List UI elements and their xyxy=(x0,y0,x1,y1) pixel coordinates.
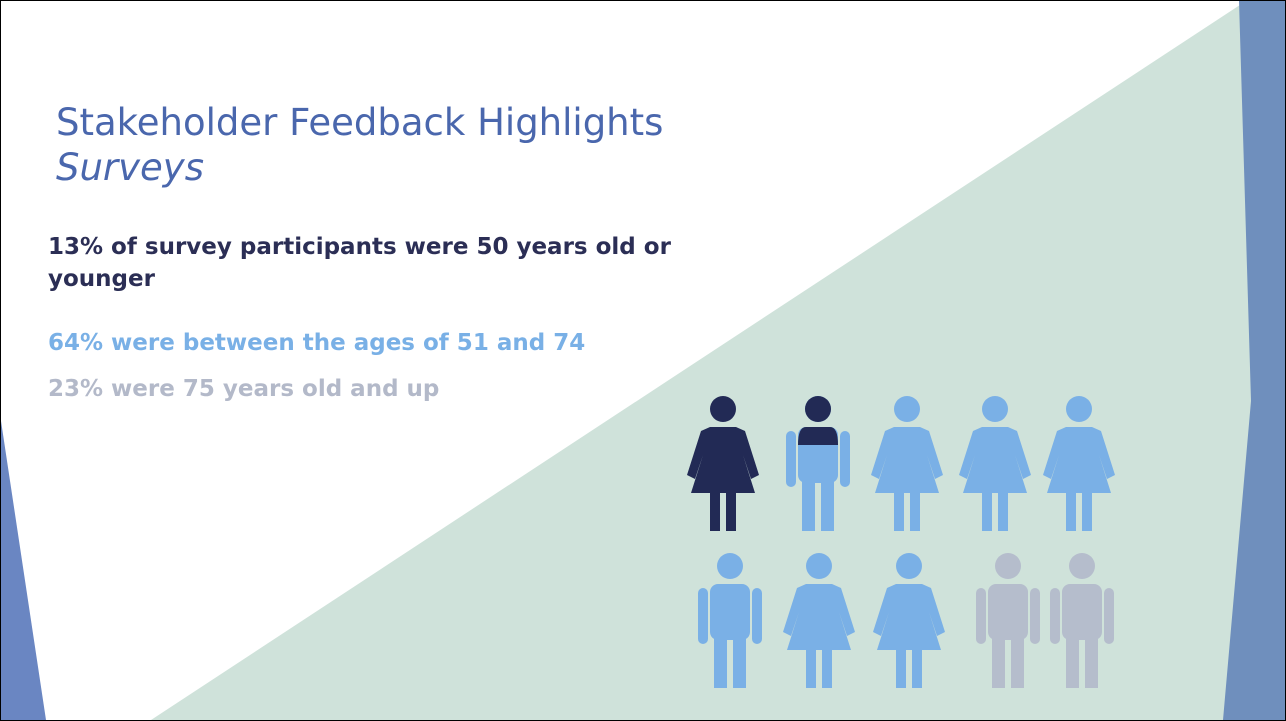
bullet: 23% were 75 years old and up xyxy=(48,376,440,402)
person-head xyxy=(805,396,831,422)
bullet: 13% of survey participants were 50 years… xyxy=(48,234,671,292)
subtitle: Surveys xyxy=(56,146,204,189)
left-wedge xyxy=(1,421,46,720)
person-top xyxy=(798,427,838,445)
bullet: 64% were between the ages of 51 and 74 xyxy=(48,330,586,356)
green-triangle xyxy=(151,1,1285,720)
right-band xyxy=(1223,1,1285,720)
pictogram xyxy=(687,396,1115,688)
title: Stakeholder Feedback Highlights xyxy=(56,101,664,144)
